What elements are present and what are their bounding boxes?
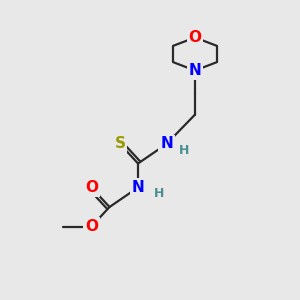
Text: N: N bbox=[160, 136, 173, 152]
Text: O: O bbox=[188, 30, 202, 45]
Text: H: H bbox=[179, 143, 190, 157]
Text: O: O bbox=[85, 219, 98, 234]
Text: O: O bbox=[85, 180, 98, 195]
Text: S: S bbox=[115, 136, 125, 152]
Text: H: H bbox=[154, 187, 164, 200]
Text: N: N bbox=[132, 180, 144, 195]
Text: N: N bbox=[189, 63, 201, 78]
